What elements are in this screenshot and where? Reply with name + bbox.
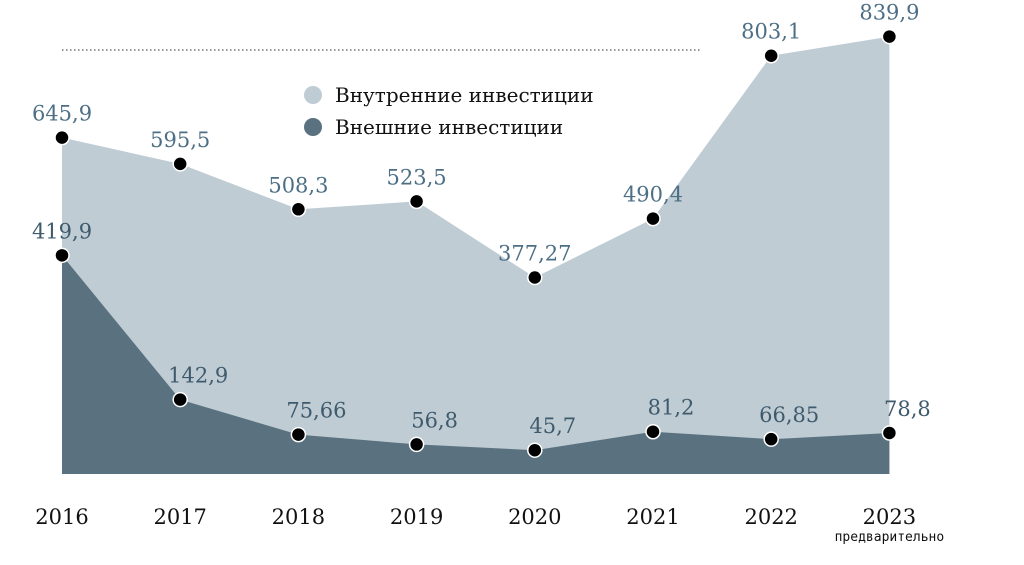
x-tick-note: предварительно bbox=[835, 530, 945, 545]
label-domestic-2021: 490,4 bbox=[623, 183, 683, 207]
label-foreign-2020: 45,7 bbox=[529, 414, 576, 438]
x-tick-2019: 2019 bbox=[390, 505, 443, 529]
label-domestic-2020: 377,27 bbox=[498, 242, 571, 266]
point-foreign-2023 bbox=[881, 425, 898, 441]
area-domestic-investment bbox=[62, 36, 890, 474]
legend-label-foreign: Внешние инвестиции bbox=[335, 115, 563, 139]
x-tick-2022: 2022 bbox=[744, 505, 797, 529]
labels-domestic: 645,9 595,5 508,3 523,5 377,27 490,4 803,1 839,… bbox=[32, 1, 920, 266]
label-foreign-2023: 78,8 bbox=[884, 397, 931, 421]
label-foreign-2019: 56,8 bbox=[411, 408, 458, 432]
x-tick-2017: 2017 bbox=[153, 505, 206, 529]
markers-domestic bbox=[54, 28, 898, 286]
point-domestic-2022 bbox=[763, 47, 779, 64]
label-foreign-2018: 75,66 bbox=[286, 399, 346, 423]
point-foreign-2016 bbox=[54, 247, 70, 264]
label-domestic-2016: 645,9 bbox=[32, 102, 92, 126]
point-domestic-2021 bbox=[645, 210, 661, 227]
label-foreign-2021: 81,2 bbox=[648, 396, 695, 420]
label-domestic-2022: 803,1 bbox=[741, 20, 801, 44]
label-foreign-2017: 142,9 bbox=[168, 364, 228, 388]
point-foreign-2022 bbox=[763, 431, 779, 447]
point-foreign-2017 bbox=[172, 391, 188, 408]
x-tick-2016: 2016 bbox=[35, 505, 88, 529]
x-tick-2021: 2021 bbox=[626, 505, 679, 529]
markers-foreign bbox=[54, 247, 898, 458]
label-domestic-2019: 523,5 bbox=[387, 165, 447, 189]
point-foreign-2021 bbox=[645, 423, 661, 440]
label-domestic-2018: 508,3 bbox=[268, 173, 328, 197]
legend-label-domestic: Внутренние инвестиции bbox=[335, 83, 594, 107]
legend-swatch-foreign bbox=[304, 118, 322, 136]
x-tick-2018: 2018 bbox=[272, 505, 325, 529]
point-domestic-2020 bbox=[527, 269, 543, 286]
legend-swatch-domestic bbox=[304, 86, 322, 104]
point-domestic-2019 bbox=[408, 193, 425, 210]
point-domestic-2018 bbox=[290, 201, 307, 218]
point-domestic-2023 bbox=[881, 28, 898, 45]
label-domestic-2023: 839,9 bbox=[859, 1, 919, 25]
x-tick-2020: 2020 bbox=[508, 505, 561, 529]
label-foreign-2022: 66,85 bbox=[759, 403, 819, 427]
label-foreign-2016: 419,9 bbox=[32, 219, 92, 243]
point-foreign-2019 bbox=[408, 436, 425, 453]
labels-foreign: 419,9 142,9 75,66 56,8 45,7 81,2 66,85 78,8 bbox=[32, 219, 931, 438]
x-axis: 2016 2017 2018 2019 2020 2021 2022 2023предвари… bbox=[35, 505, 944, 545]
area-foreign-investment bbox=[62, 255, 890, 474]
x-tick-2023: 2023 bbox=[863, 505, 916, 529]
point-domestic-2017 bbox=[172, 156, 188, 172]
point-foreign-2018 bbox=[290, 426, 307, 443]
point-foreign-2020 bbox=[527, 442, 543, 458]
label-domestic-2017: 595,5 bbox=[150, 128, 210, 152]
point-domestic-2016 bbox=[54, 129, 70, 146]
legend: Внутренние инвестиции Внешние инвестиции bbox=[304, 83, 594, 139]
